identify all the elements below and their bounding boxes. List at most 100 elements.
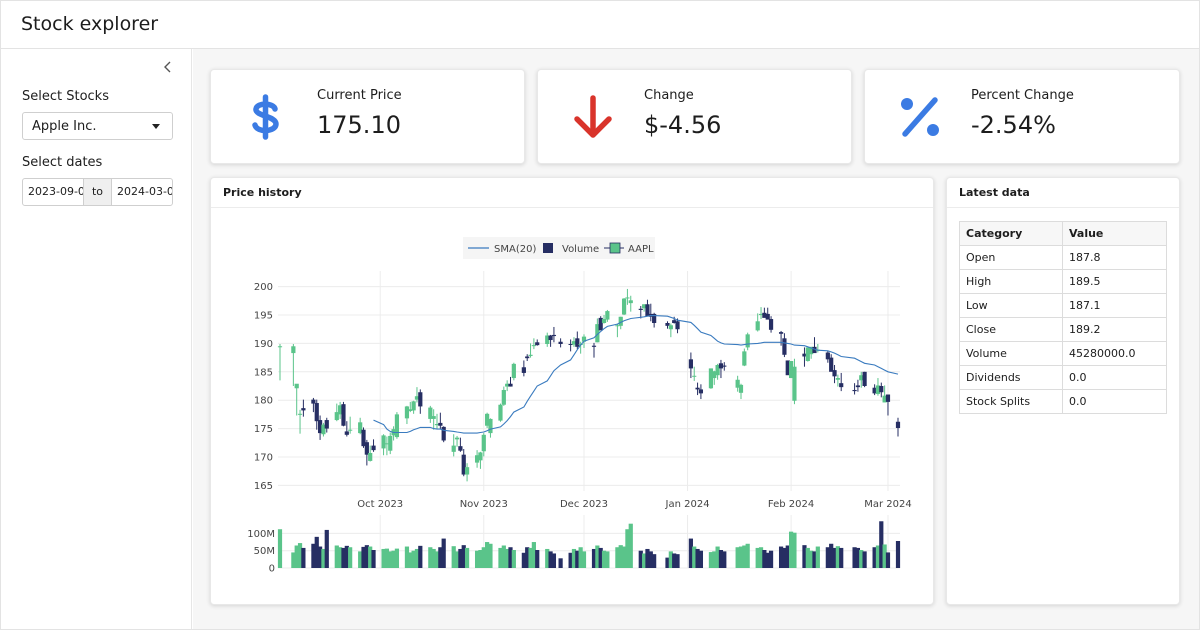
volume-bar [835, 546, 840, 568]
change-value: $-4.56 [644, 111, 722, 139]
candle-body [381, 435, 386, 449]
candle-body [454, 437, 460, 440]
candle-body [488, 418, 493, 434]
volume-bar [708, 552, 714, 568]
candle-body [388, 435, 393, 451]
candle-body [712, 371, 717, 379]
volume-bar [755, 547, 760, 568]
volume-bar [338, 547, 343, 568]
candle-body [441, 426, 446, 441]
candle-body [839, 383, 844, 388]
volume-bar [521, 552, 526, 568]
volume-bar [361, 546, 366, 568]
candle-body [718, 363, 724, 369]
candlesticks [277, 288, 901, 482]
volume-bar [825, 547, 830, 568]
volume-bar [601, 550, 607, 568]
volume-bar [815, 546, 820, 568]
candle-body [545, 335, 550, 344]
row-value: 45280000.0 [1062, 341, 1167, 366]
date-range-separator: to [83, 179, 112, 205]
volume-bar [742, 545, 747, 568]
volume-bar [368, 546, 373, 568]
candle-body [835, 378, 840, 380]
row-value: 0.0 [1062, 389, 1167, 414]
caret-down-icon [152, 124, 160, 129]
date-tick-label: Dec 2023 [560, 499, 608, 510]
candle-body [418, 392, 423, 407]
row-category: Stock Splits [959, 389, 1063, 414]
table-row: High 189.5 [959, 269, 1167, 294]
date-end-input[interactable]: 2024-03-0 [117, 185, 172, 198]
candle-body [348, 429, 353, 431]
volume-bar [715, 546, 720, 568]
chevron-left-icon[interactable] [161, 59, 175, 75]
candle-body [645, 304, 650, 317]
volume-bar [314, 536, 319, 568]
volume-bar [384, 548, 389, 568]
candle-body [742, 351, 747, 366]
table-row: Dividends 0.0 [959, 365, 1167, 390]
volume-bar [525, 547, 530, 568]
volume-bar [548, 551, 553, 568]
candle-body [825, 352, 830, 360]
legend-aapl-swatch [609, 242, 621, 254]
volume-bar [645, 548, 650, 568]
volume-bar [481, 547, 486, 568]
candle-body [551, 334, 557, 337]
candle-body [531, 345, 536, 347]
candle-body [855, 385, 861, 388]
candle-body [695, 387, 700, 390]
legend-sma-label: SMA(20) [494, 244, 536, 255]
volume-bar [695, 548, 700, 568]
candle-body [341, 404, 346, 426]
volume-bar [712, 551, 717, 568]
volume-bar [411, 550, 416, 568]
candle-body [314, 403, 319, 422]
table-row: Close 189.2 [959, 317, 1167, 342]
date-axis-labels: Oct 2023 Nov 2023 Dec 2023 Jan 2024 Feb 2024… [357, 499, 911, 510]
candle-body [334, 412, 339, 421]
volume-bar [434, 551, 440, 568]
candle-body [438, 422, 443, 426]
candle-body [408, 409, 413, 411]
candle-body [521, 367, 526, 373]
volume-bar [364, 545, 369, 568]
candle-body [321, 424, 326, 435]
volume-bar [535, 550, 540, 568]
volume-bar [762, 550, 767, 568]
stock-select[interactable]: Apple Inc. [22, 112, 173, 140]
candle-body [882, 395, 887, 403]
volume-tick-label: 100M [247, 529, 275, 540]
candle-body [528, 354, 533, 356]
volume-bar [862, 551, 867, 568]
table-row: Volume 45280000.0 [959, 341, 1167, 366]
volume-bar [785, 545, 790, 568]
candle-body [812, 346, 817, 354]
price-tick-label: 200 [254, 282, 273, 293]
date-start-input[interactable]: 2023-09-0 [28, 185, 83, 198]
volume-bar [371, 550, 376, 568]
volume-bar [404, 546, 410, 568]
volume-bar [768, 550, 774, 568]
candle-body [628, 300, 633, 304]
row-category: Volume [959, 341, 1063, 366]
candle-body [291, 346, 296, 354]
candle-body [575, 338, 580, 347]
price-tick-label: 180 [254, 396, 273, 407]
price-tick-label: 195 [254, 311, 273, 322]
change-label: Change [644, 88, 694, 103]
candle-body [768, 319, 774, 330]
chart-legend[interactable]: SMA(20) Volume AAPL [463, 237, 655, 259]
volume-bar [885, 552, 891, 568]
candle-body [361, 429, 366, 447]
candle-body [638, 308, 643, 310]
candle-body [762, 312, 767, 318]
price-tick-label: 165 [254, 481, 273, 492]
volume-bar [558, 558, 563, 568]
candle-body [535, 342, 540, 346]
volume-bar [301, 547, 306, 568]
volume-bar [454, 551, 460, 568]
price-history-chart[interactable]: SMA(20) Volume AAPL 165 170 175 180 185 190 19… [211, 208, 933, 604]
candle-body [501, 389, 506, 405]
